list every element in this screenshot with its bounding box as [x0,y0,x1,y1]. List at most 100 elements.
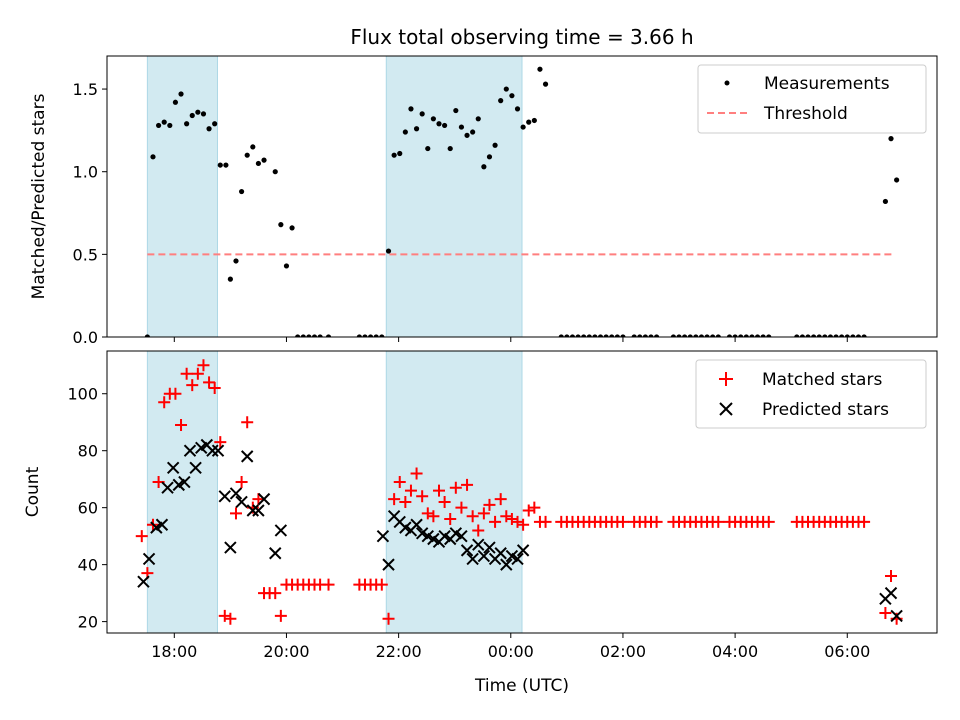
measurements-point [261,157,267,163]
measurements-point [710,334,716,337]
count-x-tick-label: 18:00 [151,642,197,661]
count-y-tick-label: 80 [78,442,98,461]
measurements-point [223,162,229,168]
matched-stars-point [511,515,524,528]
measurements-point [503,86,509,92]
measurements-point [300,334,306,337]
figure-title: Flux total observing time = 3.66 h [350,25,693,49]
ratio-y-tick-label: 1.0 [73,163,98,182]
legend-marker-predicted [719,402,733,416]
ratio-panel: 0.0 0.5 1.0 1.5 Matched/Predicted stars Meas… [29,55,938,347]
count-observing-span-0 [146,350,218,634]
legend-label-predicted: Predicted stars [762,400,889,420]
matched-stars-point [762,515,775,528]
matched-stars-point [203,376,216,389]
measurements-point [278,222,284,228]
predicted-stars-point [890,609,903,623]
measurements-point [227,276,233,282]
legend-label-matched: Matched stars [762,370,882,390]
measurements-point [161,119,167,125]
x-axis-label: Time (UTC) [474,676,569,696]
measurements-point [693,334,699,337]
matched-stars-point [399,495,412,508]
measurements-point [743,334,749,337]
ratio-legend: Measurements Threshold [697,64,927,134]
measurements-point [726,334,733,337]
measurements-point [526,119,532,125]
matched-stars-point [438,495,451,508]
measurements-point [749,334,755,337]
predicted-stars-point [274,524,288,537]
measurements-point [402,129,408,135]
predicted-stars-point [246,504,260,517]
predicted-stars-point [516,544,530,557]
measurements-point [597,334,604,337]
measurements-point [509,93,515,99]
matched-stars-point [191,367,204,380]
count-y-tick-label: 60 [78,499,98,518]
count-x-tick-label: 00:00 [488,642,534,661]
matched-stars-point [500,510,513,523]
legend-label-threshold: Threshold [763,104,848,124]
ratio-y-tick-label: 0.0 [73,328,98,347]
count-y-tick-label: 40 [78,556,98,575]
ratio-observing-span-0 [146,55,218,338]
measurements-point [844,334,850,337]
measurements-point [244,152,250,158]
matched-stars-point [494,493,507,506]
measurements-point [620,334,626,337]
measurements-point [238,188,245,195]
legend-marker-matched [719,372,733,386]
matched-stars-point [186,379,199,392]
predicted-stars-point [206,444,219,457]
measurements-point [150,154,156,160]
measurements-point [481,164,487,170]
measurements-point [642,334,648,337]
measurements-point [217,162,223,168]
count-y-axis-label: Count [23,466,43,517]
matched-stars-point [175,419,188,432]
measurements-point [325,334,332,337]
measurements-point [475,116,481,122]
measurements-point [283,263,290,269]
matched-stars-point [539,515,552,528]
predicted-stars-point [155,518,169,531]
predicted-stars-point [166,461,180,474]
measurements-point [306,334,312,337]
measurements-point [367,334,374,337]
ratio-y-tick-label: 0.5 [73,245,98,264]
measurements-point [311,334,318,337]
predicted-stars-point [477,549,491,563]
measurements-point [385,248,392,254]
predicted-stars-point [137,575,150,588]
matched-stars-point [858,515,871,528]
measurements-point [558,334,564,337]
measurements-point [212,121,218,127]
matched-stars-point [224,612,237,625]
count-x-tick-label: 22:00 [376,642,422,661]
predicted-stars-point [229,487,243,500]
measurements-point [839,334,845,337]
matched-stars-point [158,396,171,409]
predicted-stars-point [224,541,237,554]
matched-stars-point [241,416,254,429]
measurements-point [855,334,862,337]
measurements-point [419,111,425,117]
predicted-stars-point [884,586,898,600]
measurements-point [413,126,420,132]
measurements-point [295,334,301,337]
matched-stars-point [214,436,227,449]
matched-stars-point [135,530,148,543]
count-y-tick-label: 20 [78,613,98,632]
measurements-point [233,258,239,264]
measurements-point [631,334,637,337]
measurements-point [653,334,660,337]
measurements-point [317,334,323,337]
measurements-point [498,98,504,104]
measurements-point [155,122,162,129]
measurements-point [894,177,900,183]
measurements-point [564,334,570,337]
measurements-point [144,334,150,337]
predicted-stars-point [382,558,395,571]
predicted-stars-point [257,492,271,506]
